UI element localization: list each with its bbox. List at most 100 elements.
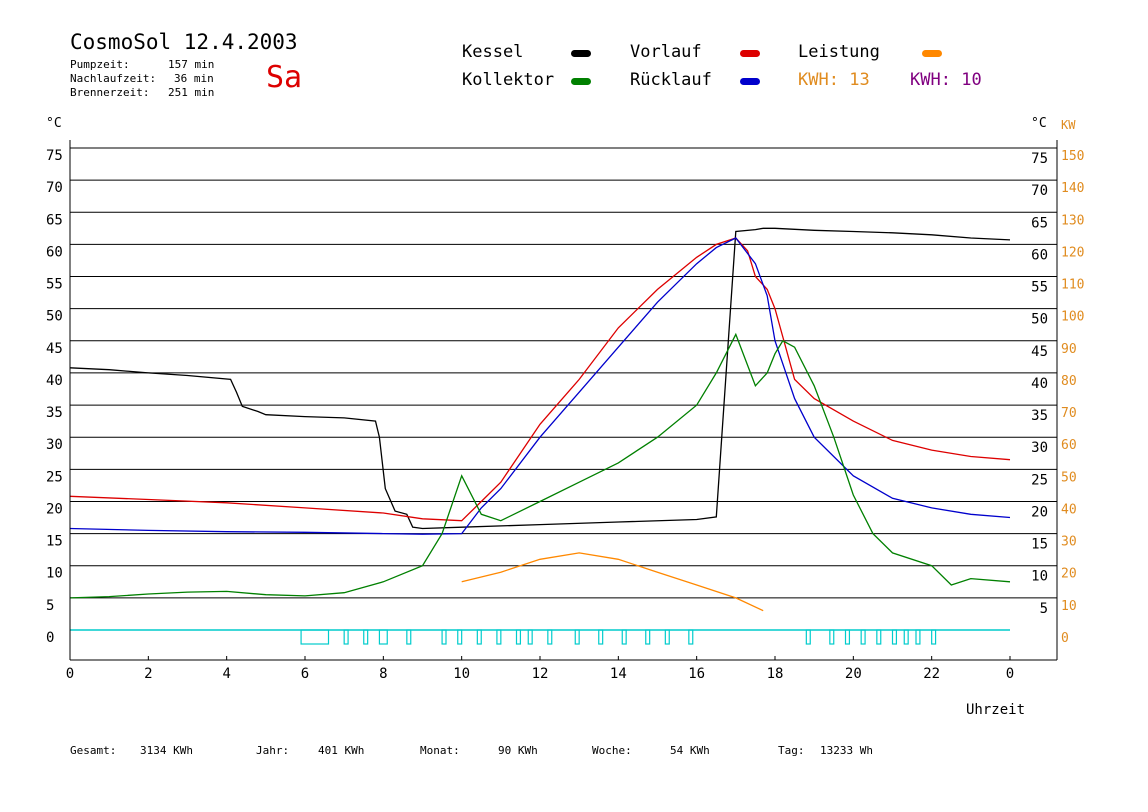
chart-title: CosmoSol 12.4.2003: [70, 30, 298, 54]
burner-on-1: [343, 629, 349, 645]
legend-kwh-solar: KWH: 10: [910, 70, 982, 90]
burner-timeline: [70, 629, 1010, 645]
series-line-vorlauf: [69, 237, 1011, 522]
legend-leistung-swatch: [922, 50, 942, 57]
legend-kessel-label: Kessel: [462, 42, 524, 62]
y-tick-kw-100: 100: [1061, 310, 1084, 325]
y-tick-left-70: 70: [46, 180, 63, 196]
y-tick-kw-70: 70: [1061, 406, 1077, 421]
burner-on-4: [406, 629, 412, 645]
y-tick-kw-0: 0: [1061, 631, 1069, 646]
y-tick-left-75: 75: [46, 148, 63, 164]
y-tick-kw-60: 60: [1061, 438, 1077, 453]
y-tick-left-10: 10: [46, 566, 63, 582]
series-line-kollektor: [69, 332, 1011, 599]
y-tick-right-45: 45: [1031, 344, 1048, 360]
burner-on-6: [457, 629, 463, 645]
x-tick-8: 16: [688, 666, 705, 682]
burner-on-7: [476, 629, 482, 645]
burner-on-10: [527, 629, 533, 645]
x-tick-6: 12: [532, 666, 549, 682]
legend-kessel-swatch: [571, 50, 591, 57]
y-tick-left-5: 5: [46, 598, 54, 614]
legend-leistung-label: Leistung: [798, 42, 880, 62]
axes: [69, 140, 1058, 661]
footer-woche: Woche: 54 KWh: [592, 744, 710, 757]
burner-on-15: [645, 629, 651, 645]
y-tick-left-25: 25: [46, 469, 63, 485]
x-tick-12: 0: [1006, 666, 1014, 682]
y-tick-left-0: 0: [46, 630, 54, 646]
y-tick-left-35: 35: [46, 405, 63, 421]
series-line-rcklauf: [69, 237, 1011, 535]
stat-brennerzeit: Brennerzeit: 251 min: [70, 86, 215, 99]
x-tick-11: 22: [923, 666, 940, 682]
x-tick-0: 0: [66, 666, 74, 682]
burner-on-2: [363, 629, 369, 645]
y-tick-right-15: 15: [1031, 537, 1048, 553]
weekday-label: Sa: [266, 60, 303, 95]
burner-on-5: [441, 629, 447, 645]
burner-on-20: [844, 629, 851, 645]
legend-kwh-leistung: KWH: 13: [798, 70, 870, 90]
y-tick-right-10: 10: [1031, 569, 1048, 585]
stat-pumpzeit: Pumpzeit: 157 min: [70, 58, 215, 71]
y-axis-left-unit: °C: [46, 116, 62, 131]
legend-ruecklauf-label: Rücklauf: [630, 70, 712, 90]
burner-on-12: [574, 629, 580, 645]
stat-nachlaufzeit: Nachlaufzeit: 36 min: [70, 72, 214, 85]
footer-gesamt: Gesamt: 3134 KWh: [70, 744, 193, 757]
y-tick-kw-120: 120: [1061, 245, 1084, 260]
burner-on-14: [621, 629, 627, 645]
burner-on-0: [300, 629, 330, 645]
y-tick-right-65: 65: [1031, 215, 1048, 231]
y-tick-left-40: 40: [46, 373, 63, 389]
y-tick-kw-150: 150: [1061, 149, 1084, 164]
y-tick-kw-80: 80: [1061, 374, 1077, 389]
y-axis-right-unit-kw: KW: [1061, 118, 1076, 132]
tick-labels: 0510152025303540455055606570755101520253…: [46, 148, 1084, 682]
y-tick-right-5: 5: [1040, 601, 1048, 617]
y-tick-left-30: 30: [46, 437, 63, 453]
y-tick-right-40: 40: [1031, 376, 1048, 392]
footer-monat: Monat: 90 KWh: [420, 744, 538, 757]
y-tick-left-65: 65: [46, 212, 63, 228]
y-tick-kw-40: 40: [1061, 502, 1077, 517]
x-tick-9: 18: [767, 666, 784, 682]
series-line-kessel: [69, 227, 1011, 530]
y-tick-right-55: 55: [1031, 280, 1048, 296]
y-tick-left-55: 55: [46, 277, 63, 293]
burner-on-8: [496, 629, 502, 645]
y-tick-right-35: 35: [1031, 408, 1048, 424]
y-tick-left-60: 60: [46, 244, 63, 260]
legend-ruecklauf-swatch: [740, 78, 760, 85]
burner-on-17: [688, 629, 694, 645]
y-tick-kw-10: 10: [1061, 599, 1077, 614]
y-tick-right-25: 25: [1031, 472, 1048, 488]
burner-on-9: [515, 629, 522, 645]
y-tick-right-70: 70: [1031, 183, 1048, 199]
footer-jahr: Jahr: 401 KWh: [256, 744, 365, 757]
y-tick-kw-30: 30: [1061, 535, 1077, 550]
y-tick-left-20: 20: [46, 501, 63, 517]
burner-on-13: [598, 629, 604, 645]
y-tick-kw-140: 140: [1061, 181, 1084, 196]
burner-on-3: [378, 629, 388, 645]
x-tick-10: 20: [845, 666, 862, 682]
y-tick-right-50: 50: [1031, 312, 1048, 328]
y-tick-kw-130: 130: [1061, 213, 1084, 228]
y-tick-left-15: 15: [46, 534, 63, 550]
x-tick-2: 4: [222, 666, 230, 682]
series-lines: [69, 227, 1011, 612]
burner-on-23: [891, 629, 898, 645]
y-tick-right-20: 20: [1031, 504, 1048, 520]
legend-kollektor-swatch: [571, 78, 591, 85]
burner-on-24: [903, 629, 909, 645]
y-tick-kw-110: 110: [1061, 278, 1084, 293]
y-tick-kw-50: 50: [1061, 470, 1077, 485]
x-tick-1: 2: [144, 666, 152, 682]
y-axis-right-unit-celsius: °C: [1031, 116, 1047, 131]
burner-on-16: [664, 629, 670, 645]
y-tick-right-30: 30: [1031, 440, 1048, 456]
